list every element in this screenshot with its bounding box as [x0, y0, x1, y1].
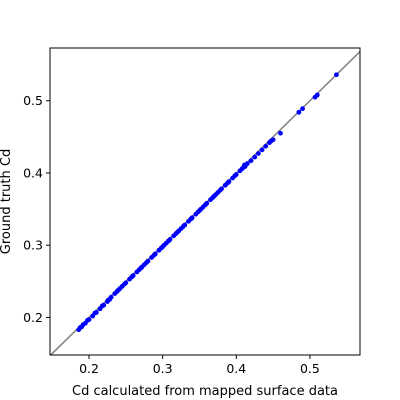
data-point — [198, 206, 204, 212]
data-point — [136, 267, 142, 273]
y-tick-label: 0.2 — [23, 310, 43, 325]
data-point — [252, 154, 258, 160]
data-point — [232, 173, 238, 179]
data-point — [180, 224, 186, 229]
data-point — [139, 264, 145, 270]
data-point — [242, 164, 248, 169]
data-point — [121, 281, 127, 287]
data-point — [259, 147, 265, 153]
data-point — [225, 180, 230, 186]
y-tick-label: 0.5 — [23, 93, 43, 108]
data-point — [268, 138, 274, 144]
data-point — [210, 195, 216, 200]
plot-frame — [49, 47, 361, 356]
data-point — [105, 297, 111, 303]
data-point — [176, 228, 182, 234]
data-point — [278, 130, 283, 136]
data-point — [117, 286, 123, 291]
data-point — [99, 303, 105, 309]
y-tick-label: 0.4 — [23, 165, 43, 180]
data-point — [80, 322, 86, 328]
data-point — [114, 289, 120, 294]
data-point — [173, 231, 179, 237]
data-point — [92, 310, 98, 316]
x-tick-label: 0.3 — [153, 361, 173, 376]
y-axis: 0.2 0.3 0.4 0.5 — [23, 93, 50, 325]
data-point — [144, 260, 149, 265]
plot-area — [50, 50, 360, 355]
data-point — [296, 109, 302, 115]
data-point — [217, 187, 223, 193]
data-point — [158, 245, 164, 251]
x-axis: 0.2 0.3 0.4 0.5 — [79, 355, 320, 376]
data-point — [151, 252, 157, 258]
data-point — [334, 72, 339, 78]
x-tick-label: 0.5 — [300, 361, 320, 376]
x-axis-label: Cd calculated from mapped surface data — [72, 384, 338, 399]
data-point — [77, 325, 83, 330]
data-point — [213, 192, 219, 198]
data-point — [85, 317, 90, 323]
data-point — [255, 151, 261, 156]
data-point — [161, 242, 167, 248]
x-tick-label: 0.4 — [226, 361, 246, 376]
y-axis-label: Ground truth Cd — [0, 149, 14, 254]
data-point — [248, 158, 254, 164]
data-point — [129, 274, 135, 280]
x-tick-label: 0.2 — [79, 361, 99, 376]
data-point — [263, 143, 269, 149]
y-tick-label: 0.3 — [23, 238, 43, 253]
data-point — [314, 92, 320, 98]
data-point — [188, 216, 194, 222]
data-point — [300, 106, 305, 112]
data-point — [195, 209, 201, 215]
data-point — [166, 238, 171, 244]
data-point — [202, 202, 208, 208]
